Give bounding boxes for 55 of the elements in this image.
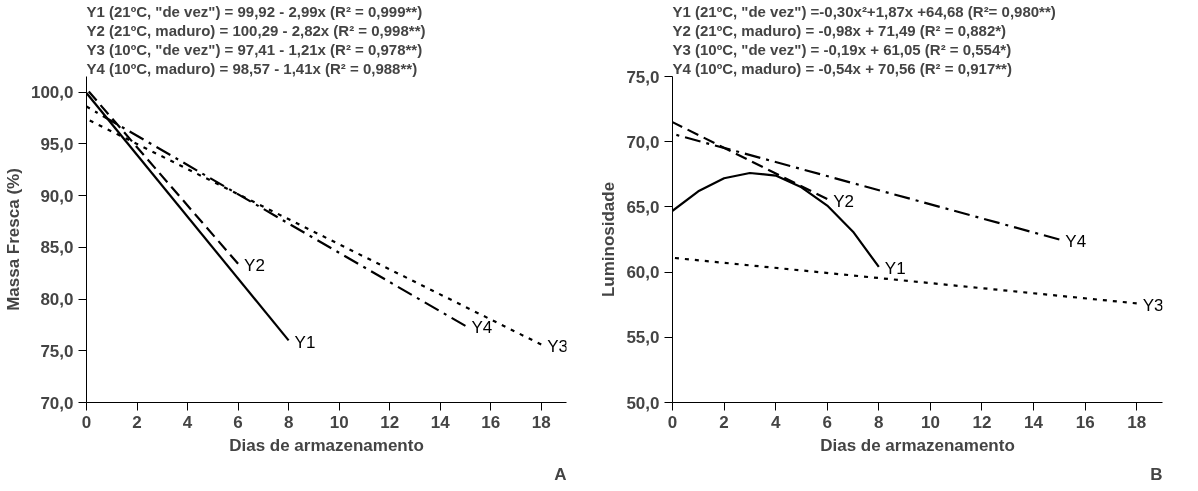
y-tick-label: 60,0	[626, 263, 660, 283]
y-tick-label: 65,0	[626, 197, 660, 217]
y-tick-label: 50,0	[626, 393, 660, 413]
x-tick-label: 10	[329, 412, 349, 432]
x-tick-label: 14	[1024, 412, 1044, 432]
x-tick-label: 10	[920, 412, 940, 432]
text: Y3 (10ºC, "de vez") = 97,41 - 1,21x (R² = 0,978**)	[86, 40, 423, 58]
text: Y2 (21ºC, maduro) = 100,29 - 2,82x (R² = 0,998**)	[86, 21, 426, 39]
x-tick-label: 2	[719, 412, 729, 432]
series-label: Y4	[471, 318, 493, 338]
x-tick-label: 12	[972, 412, 992, 432]
y-tick-label: 55,0	[626, 328, 660, 348]
y-axis-title: Massa Fresca (%)	[3, 168, 23, 311]
y-tick-label: 75,0	[40, 341, 74, 361]
x-tick-label: 2	[132, 412, 142, 432]
y-tick-label: 90,0	[40, 186, 74, 206]
series-label: Y2	[244, 256, 265, 276]
x-tick-label: 18	[1127, 412, 1147, 432]
x-tick-label: 0	[81, 412, 92, 432]
x-tick-label: 8	[874, 412, 884, 432]
y-axis-title: Luminosidade	[599, 181, 619, 298]
text: Y4 (10ºC, maduro) = 98,57 - 1,41x (R² = 0,988**)	[86, 59, 418, 77]
x-tick-label: 4	[182, 412, 193, 432]
y-tick-label: 100,0	[30, 83, 74, 103]
x-tick-label: 0	[667, 412, 678, 432]
x-tick-label: 4	[770, 412, 781, 432]
text: Y3 (10ºC, "de vez") = -0,19x + 61,05 (R² = 0,554*)	[672, 40, 1012, 58]
series-label: Y2	[833, 191, 855, 211]
y-tick-label: 85,0	[40, 238, 74, 258]
text: B	[1150, 464, 1163, 484]
text: Y1 (21ºC, "de vez") =-0,30x²+1,87x +64,68 (R²= 0,980**)	[672, 2, 1056, 20]
x-tick-label: 8	[283, 412, 294, 432]
annotation: Y4 (10ºC, maduro) = -0,54x + 70,56 (R² = 0,917**)	[672, 59, 1012, 77]
text: Y1 (21ºC, "de vez") = 99,92 - 2,99x (R² = 0,999**)	[86, 2, 423, 20]
x-axis-title: Dias de armazenamento	[820, 435, 1015, 455]
text: A	[554, 464, 567, 484]
y-tick-label: 75,0	[626, 67, 660, 87]
y-tick-label: 80,0	[40, 290, 74, 310]
x-tick-label: 16	[481, 412, 501, 432]
series-label: Y1	[884, 259, 906, 279]
x-tick-label: 14	[430, 412, 451, 432]
y-tick-label: 70,0	[626, 132, 660, 152]
series-label: Y3	[1142, 295, 1164, 315]
x-tick-label: 12	[380, 412, 400, 432]
y-tick-label: 95,0	[40, 134, 74, 154]
x-tick-label: 18	[531, 412, 551, 432]
x-axis-title: Dias de armazenamento	[229, 435, 424, 455]
series-label: Y3	[547, 337, 569, 357]
series-label: Y4	[1065, 232, 1087, 251]
x-tick-label: 6	[233, 412, 243, 432]
series-label: Y1	[294, 332, 316, 352]
y-tick-label: 70,0	[40, 393, 74, 413]
x-tick-label: 16	[1075, 412, 1095, 432]
text: Y2 (21ºC, maduro) = -0,98x + 71,49 (R² = 0,882*)	[672, 21, 1007, 39]
x-tick-label: 6	[822, 412, 832, 432]
